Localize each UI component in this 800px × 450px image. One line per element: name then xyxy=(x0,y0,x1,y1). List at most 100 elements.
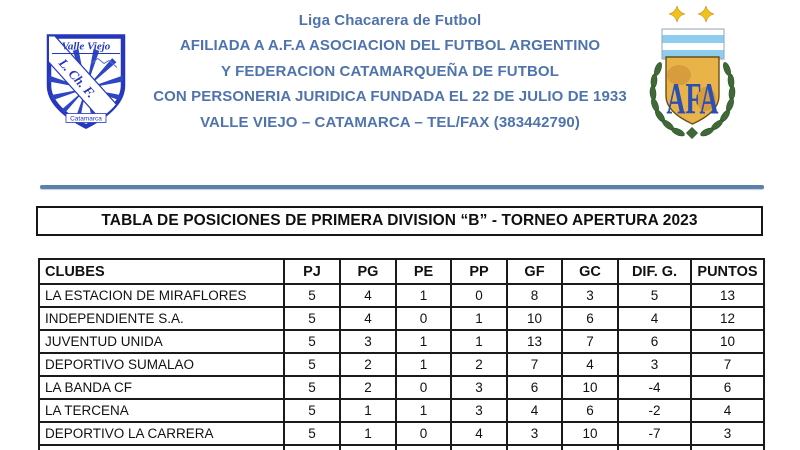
cell-puntos: 13 xyxy=(690,283,765,308)
table-row: LA ESTACION DE MIRAFLORES 5 4 1 0 8 3 5 … xyxy=(38,283,765,308)
shield-bottom-text: Catamarca xyxy=(70,116,102,123)
cell-gf: 4 xyxy=(506,398,563,423)
star-icon xyxy=(668,5,715,23)
cell-gf: 3 xyxy=(506,421,563,446)
col-header-pj: PJ xyxy=(283,258,341,285)
letterhead: Liga Chacarera de Futbol AFILIADA A A.F.… xyxy=(128,8,652,135)
table-row: DEPORTIVO LA CARRERA 5 1 0 4 3 10 -7 3 xyxy=(38,421,765,446)
header-line-federation: Y FEDERACION CATAMARQUEÑA DE FUTBOL xyxy=(221,62,559,80)
cell-dif: 6 xyxy=(617,329,692,354)
cell-dif: 3 xyxy=(617,352,692,377)
cell-pe: 1 xyxy=(395,329,452,354)
club-name: LA TERCENA xyxy=(38,398,285,423)
col-header-gc: GC xyxy=(561,258,619,285)
cell-puntos: 4 xyxy=(690,398,765,423)
cell-pe: 1 xyxy=(395,352,452,377)
club-name: INDEPENDIENTE S.A. xyxy=(38,306,285,331)
cell-pp: 1 xyxy=(450,306,508,331)
col-header-puntos: PUNTOS xyxy=(690,258,765,285)
col-header-pp: PP xyxy=(450,258,508,285)
cell-gf: 6 xyxy=(506,375,563,400)
cell-dif: 4 xyxy=(617,306,692,331)
cell-gf: 7 xyxy=(506,352,563,377)
cell-gc: 4 xyxy=(561,352,619,377)
table-row: LA TERCENA 5 1 1 3 4 6 -2 4 xyxy=(38,398,765,423)
cell-puntos: 7 xyxy=(690,352,765,377)
cell-pp: 2 xyxy=(450,352,508,377)
cell-puntos: 12 xyxy=(690,306,765,331)
afa-crest-logo: AFA xyxy=(645,3,740,145)
cell-dif: -7 xyxy=(617,421,692,446)
afa-monogram: AFA xyxy=(667,74,719,123)
col-header-clubes: CLUBES xyxy=(38,258,285,285)
cell-pg: 4 xyxy=(339,306,397,331)
cell-gc: 6 xyxy=(561,398,619,423)
cell-gc: 3 xyxy=(561,283,619,308)
cell-gc: 6 xyxy=(561,306,619,331)
cell-pg: 3 xyxy=(339,329,397,354)
cell-pj: 5 xyxy=(283,283,341,308)
club-name: JUVENTUD UNIDA xyxy=(38,329,285,354)
laurel-wreath xyxy=(649,62,736,140)
cell-dif: -2 xyxy=(617,398,692,423)
cell-puntos: 10 xyxy=(690,329,765,354)
cell-pj: 5 xyxy=(283,352,341,377)
cell-gc: 7 xyxy=(561,329,619,354)
afa-shield xyxy=(665,56,720,125)
col-header-pe: PE xyxy=(395,258,452,285)
cell-pp: 1 xyxy=(450,329,508,354)
table-row-cutoff xyxy=(38,444,765,450)
cell-puntos: 3 xyxy=(690,421,765,446)
cell-gf: 13 xyxy=(506,329,563,354)
cell-gc: 10 xyxy=(561,375,619,400)
mountains-sketch xyxy=(90,57,118,68)
club-name: LA ESTACION DE MIRAFLORES xyxy=(38,283,285,308)
cell-pj: 5 xyxy=(283,375,341,400)
club-name: DEPORTIVO SUMALAO xyxy=(38,352,285,377)
cell-dif: -4 xyxy=(617,375,692,400)
cell-pe: 0 xyxy=(395,421,452,446)
table-row: JUVENTUD UNIDA 5 3 1 1 13 7 6 10 xyxy=(38,329,765,354)
cell-dif: 5 xyxy=(617,283,692,308)
bottom-band xyxy=(65,113,107,123)
cell-pg: 4 xyxy=(339,283,397,308)
cell-gc: 10 xyxy=(561,421,619,446)
cell-pj: 5 xyxy=(283,421,341,446)
header-line-affiliation: AFILIADA A A.F.A ASOCIACION DEL FUTBOL A… xyxy=(179,37,601,55)
cell-pe: 0 xyxy=(395,375,452,400)
club-name: DEPORTIVO LA CARRERA xyxy=(38,421,285,446)
cell-pp: 3 xyxy=(450,398,508,423)
shield-icon: Valle Viejo L. Ch. F. Catamarca xyxy=(46,34,126,130)
afa-crest-icon: AFA xyxy=(649,5,736,140)
cell-pe: 1 xyxy=(395,398,452,423)
cell-pg: 1 xyxy=(339,421,397,446)
cell-pj: 5 xyxy=(283,329,341,354)
cell-pe: 1 xyxy=(395,283,452,308)
cell-pg: 2 xyxy=(339,375,397,400)
col-header-gf: GF xyxy=(506,258,563,285)
header-line-league: Liga Chacarera de Futbol xyxy=(298,12,482,29)
cell-gf: 8 xyxy=(506,283,563,308)
liga-chacarera-shield-logo: Valle Viejo L. Ch. F. Catamarca xyxy=(45,33,127,130)
cell-gf: 10 xyxy=(506,306,563,331)
col-header-pg: PG xyxy=(339,258,397,285)
section-title: TABLA DE POSICIONES DE PRIMERA DIVISION … xyxy=(36,206,763,236)
header-line-contact: VALLE VIEJO – CATAMARCA – TEL/FAX (38344… xyxy=(200,113,580,131)
cell-pj: 5 xyxy=(283,306,341,331)
shield-top-text: Valle Viejo xyxy=(62,41,111,53)
divider-rule xyxy=(40,185,764,189)
cell-pj: 5 xyxy=(283,398,341,423)
cell-pp: 0 xyxy=(450,283,508,308)
col-header-dif: DIF. G. xyxy=(617,258,692,285)
cell-pp: 4 xyxy=(450,421,508,446)
cell-pp: 3 xyxy=(450,375,508,400)
table-row: DEPORTIVO SUMALAO 5 2 1 2 7 4 3 7 xyxy=(38,352,765,377)
cell-pe: 0 xyxy=(395,306,452,331)
club-name: LA BANDA CF xyxy=(38,375,285,400)
standings-table: CLUBES PJ PG PE PP GF GC DIF. G. PUNTOS … xyxy=(38,258,765,450)
table-header-row: CLUBES PJ PG PE PP GF GC DIF. G. PUNTOS xyxy=(38,258,765,285)
cell-puntos: 6 xyxy=(690,375,765,400)
header-line-founded: CON PERSONERIA JURIDICA FUNDADA EL 22 DE… xyxy=(153,88,627,106)
table-row: INDEPENDIENTE S.A. 5 4 0 1 10 6 4 12 xyxy=(38,306,765,331)
